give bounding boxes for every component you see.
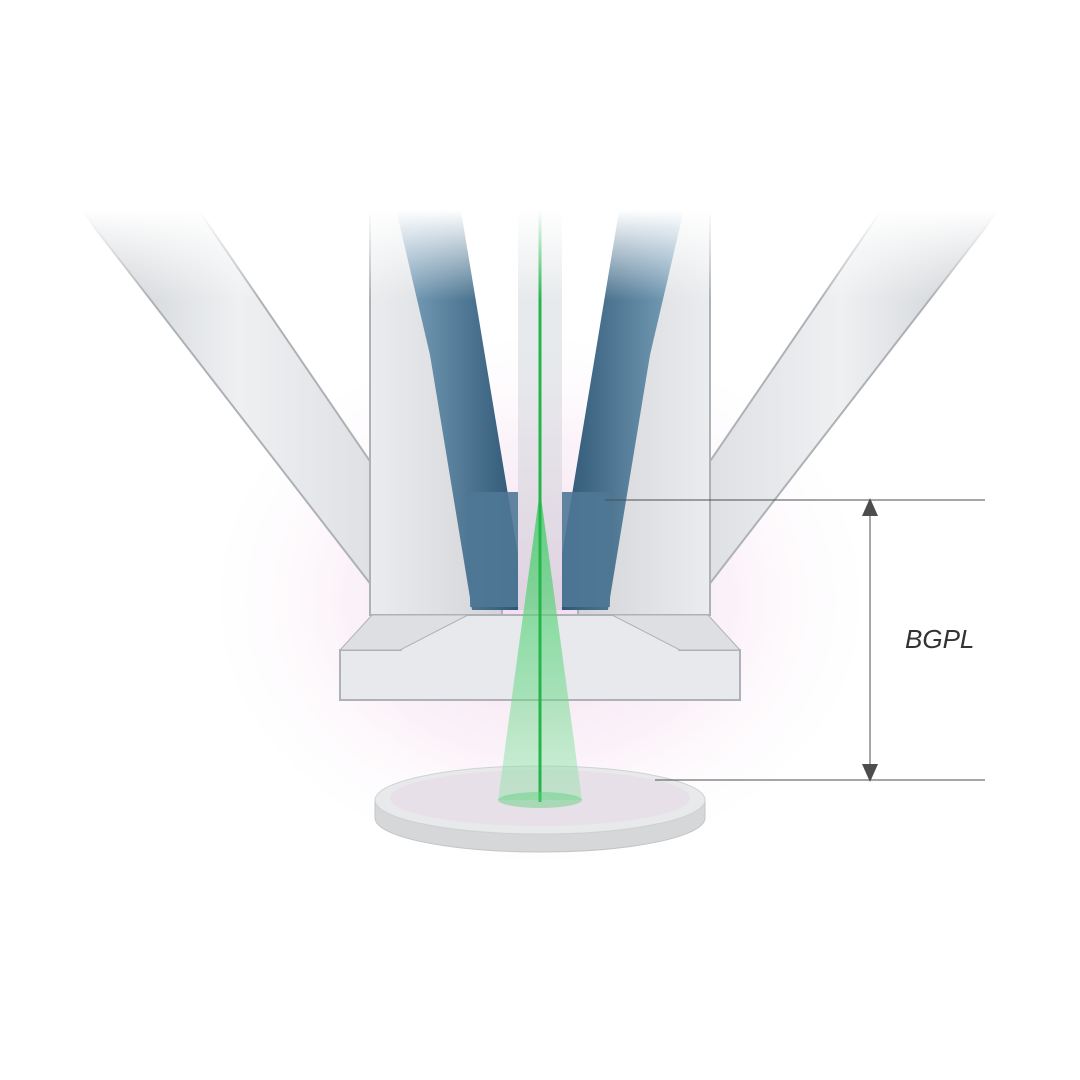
top-fade: [0, 0, 1080, 300]
diagram-root: BGPL: [0, 0, 1080, 1080]
bgpl-label: BGPL: [905, 624, 974, 654]
